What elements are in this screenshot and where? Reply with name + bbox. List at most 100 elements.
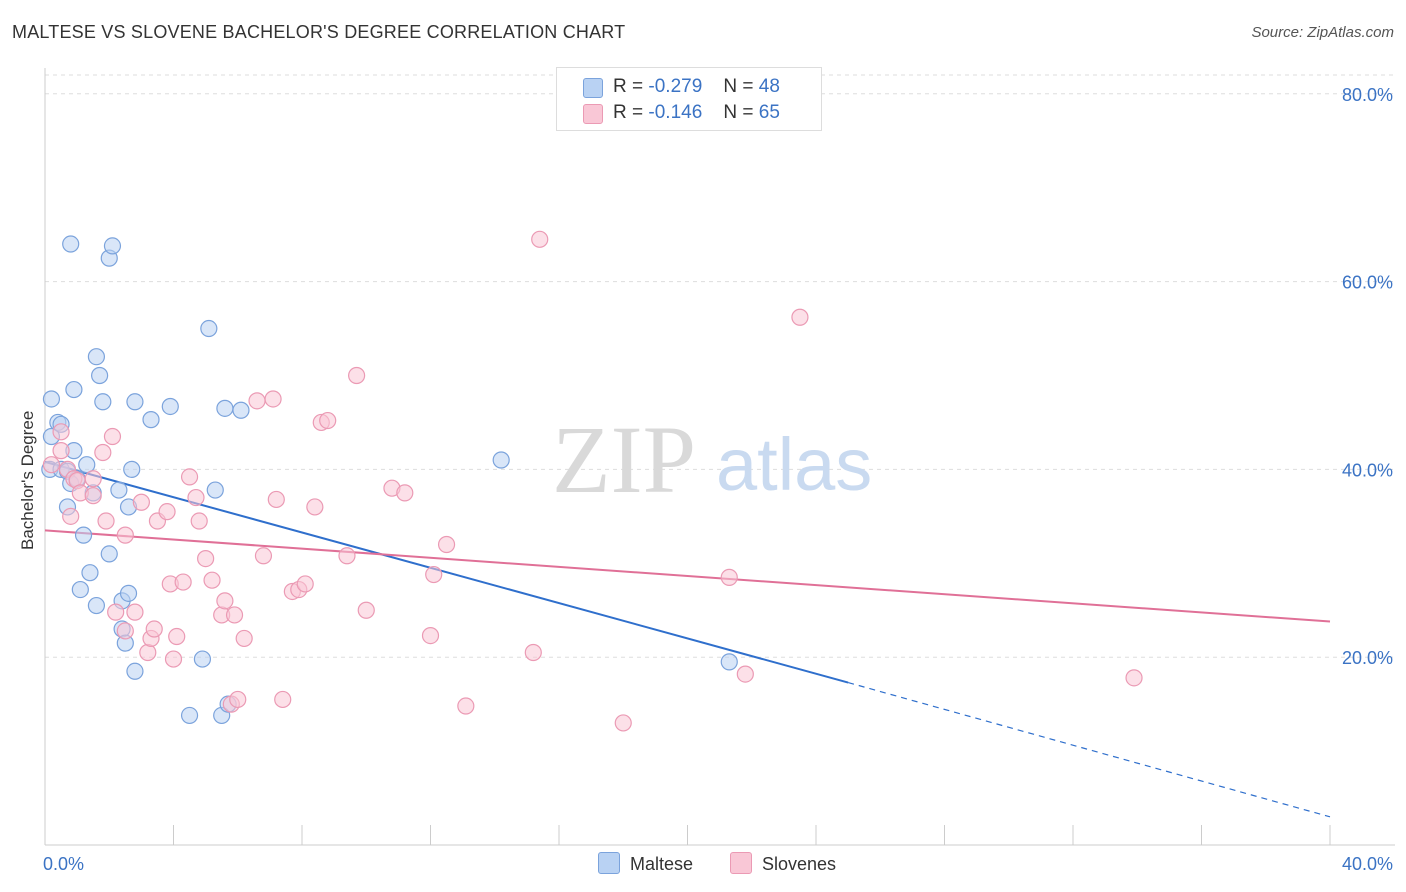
legend-swatch-slovenes <box>583 104 603 124</box>
bottom-legend-swatch-maltese <box>598 852 620 874</box>
legend-n-value: 65 <box>758 102 780 123</box>
bottom-legend-slovenes: Slovenes <box>730 852 836 875</box>
point-slovenes <box>524 643 542 662</box>
point-maltese <box>100 545 118 563</box>
point-maltese <box>142 411 160 429</box>
point-slovenes <box>126 603 144 621</box>
point-slovenes <box>229 690 247 709</box>
point-maltese <box>232 401 250 419</box>
point-maltese <box>65 380 83 399</box>
point-maltese <box>87 596 106 615</box>
grid-lines <box>45 74 1395 658</box>
point-slovenes <box>107 603 125 621</box>
legend-box: R = -0.279 N = 48 R = -0.146 N = 65 <box>556 67 822 131</box>
point-slovenes <box>203 571 221 589</box>
chart-title: MALTESE VS SLOVENE BACHELOR'S DEGREE COR… <box>12 22 626 42</box>
point-slovenes <box>396 484 414 502</box>
point-slovenes <box>267 490 285 509</box>
point-slovenes <box>254 547 273 565</box>
point-slovenes <box>187 488 205 507</box>
bottom-legend-maltese: Maltese <box>598 852 693 875</box>
source-credit: Source: ZipAtlas.com <box>1251 24 1394 41</box>
point-maltese <box>91 366 109 385</box>
point-slovenes <box>357 601 375 619</box>
point-slovenes <box>319 411 337 430</box>
point-slovenes <box>84 470 102 488</box>
x-tick-label: 0.0% <box>43 854 84 874</box>
watermark-zip: ZIP <box>552 406 696 513</box>
point-slovenes <box>437 535 456 554</box>
data-points <box>41 230 1143 732</box>
point-maltese <box>94 393 112 411</box>
point-slovenes <box>94 443 112 462</box>
point-slovenes <box>52 442 70 460</box>
point-maltese <box>81 564 99 582</box>
point-maltese <box>74 526 93 544</box>
point-maltese <box>161 397 179 416</box>
point-maltese <box>206 481 224 499</box>
point-slovenes <box>116 622 134 640</box>
trend-lines <box>44 460 1331 818</box>
legend-r-value: -0.279 <box>648 76 703 97</box>
point-maltese <box>78 456 96 474</box>
legend-n-label: N = <box>723 76 754 97</box>
point-slovenes <box>42 456 61 474</box>
legend-n-value: 48 <box>758 76 780 97</box>
point-slovenes <box>197 549 215 568</box>
y-tick-label: 80.0% <box>1342 85 1393 105</box>
point-slovenes <box>306 498 324 516</box>
point-maltese <box>110 481 128 499</box>
point-slovenes <box>180 468 199 486</box>
point-slovenes <box>216 592 234 610</box>
point-slovenes <box>720 568 738 586</box>
y-tick-label: 20.0% <box>1342 648 1393 668</box>
point-slovenes <box>296 575 314 593</box>
point-maltese <box>87 348 106 366</box>
point-maltese <box>42 390 61 408</box>
point-maltese <box>492 451 510 469</box>
legend-r-label: R = <box>613 102 644 123</box>
point-slovenes <box>425 565 443 584</box>
point-slovenes <box>348 366 366 385</box>
axes <box>44 68 1395 846</box>
point-slovenes <box>338 547 356 565</box>
trend-line-maltese-extension <box>847 681 1331 818</box>
y-tick-label: 40.0% <box>1342 460 1393 480</box>
legend-n-label: N = <box>723 102 754 123</box>
point-maltese <box>126 662 144 680</box>
bottom-legend-label-maltese: Maltese <box>630 854 694 874</box>
point-maltese <box>180 706 199 725</box>
point-slovenes <box>145 620 163 638</box>
point-maltese <box>193 650 212 668</box>
point-slovenes <box>736 665 754 683</box>
watermark-atlas: atlas <box>716 423 872 506</box>
point-slovenes <box>168 627 186 646</box>
point-slovenes <box>164 650 183 668</box>
point-slovenes <box>174 573 192 591</box>
point-slovenes <box>62 507 80 525</box>
point-slovenes <box>248 392 266 410</box>
watermark: ZIP atlas <box>552 406 872 513</box>
point-maltese <box>200 319 218 338</box>
point-slovenes <box>116 526 134 544</box>
y-tick-label: 60.0% <box>1342 273 1393 293</box>
point-slovenes <box>225 606 244 624</box>
point-slovenes <box>97 512 115 530</box>
legend-r-label: R = <box>613 76 644 97</box>
legend-r-value: -0.146 <box>648 102 703 123</box>
point-slovenes <box>274 690 292 709</box>
point-maltese <box>123 460 141 478</box>
x-tick-label: 40.0% <box>1342 854 1393 874</box>
point-slovenes <box>457 697 475 715</box>
point-slovenes <box>52 423 70 441</box>
point-maltese <box>720 653 738 671</box>
point-slovenes <box>264 390 282 408</box>
point-slovenes <box>791 308 809 326</box>
trend-line-maltese <box>44 460 849 684</box>
point-maltese <box>126 393 144 411</box>
point-maltese <box>103 237 122 255</box>
point-maltese <box>119 584 138 602</box>
bottom-legend-swatch-slovenes <box>730 852 752 874</box>
point-slovenes <box>1125 669 1143 687</box>
